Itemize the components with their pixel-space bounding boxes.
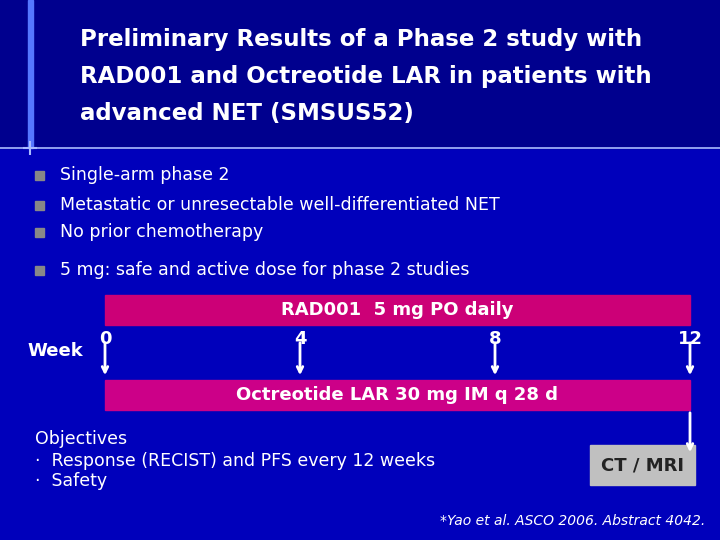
Bar	[0, 0, 720, 148]
Text: RAD001  5 mg PO daily: RAD001 5 mg PO daily	[282, 301, 514, 319]
Text: Single-arm phase 2: Single-arm phase 2	[60, 166, 230, 184]
Text: 12: 12	[678, 330, 703, 348]
Bar	[35, 200, 44, 210]
Text: 0: 0	[99, 330, 112, 348]
Text: Week: Week	[27, 342, 83, 361]
Bar	[28, 0, 33, 148]
Bar	[105, 295, 690, 325]
Bar	[35, 266, 44, 274]
Text: Preliminary Results of a Phase 2 study with: Preliminary Results of a Phase 2 study w…	[80, 28, 642, 51]
Text: 5 mg: safe and active dose for phase 2 studies: 5 mg: safe and active dose for phase 2 s…	[60, 261, 469, 279]
Text: ·  Response (RECIST) and PFS every 12 weeks: · Response (RECIST) and PFS every 12 wee…	[35, 452, 435, 470]
Text: CT / MRI: CT / MRI	[601, 456, 684, 474]
Text: advanced NET (SMSUS52): advanced NET (SMSUS52)	[80, 102, 414, 125]
Text: *Yao et al. ASCO 2006. Abstract 4042.: *Yao et al. ASCO 2006. Abstract 4042.	[440, 514, 705, 528]
Text: Metastatic or unresectable well-differentiated NET: Metastatic or unresectable well-differen…	[60, 196, 500, 214]
Text: Octreotide LAR 30 mg IM q 28 d: Octreotide LAR 30 mg IM q 28 d	[236, 386, 559, 404]
Text: Objectives: Objectives	[35, 430, 127, 448]
Bar	[35, 227, 44, 237]
Text: No prior chemotherapy: No prior chemotherapy	[60, 223, 264, 241]
Bar	[35, 171, 44, 179]
Bar	[105, 380, 690, 410]
Text: RAD001 and Octreotide LAR in patients with: RAD001 and Octreotide LAR in patients wi…	[80, 65, 652, 88]
Text: 4: 4	[294, 330, 306, 348]
Text: 8: 8	[489, 330, 501, 348]
Text: ·  Safety: · Safety	[35, 472, 107, 490]
Bar	[590, 445, 695, 485]
